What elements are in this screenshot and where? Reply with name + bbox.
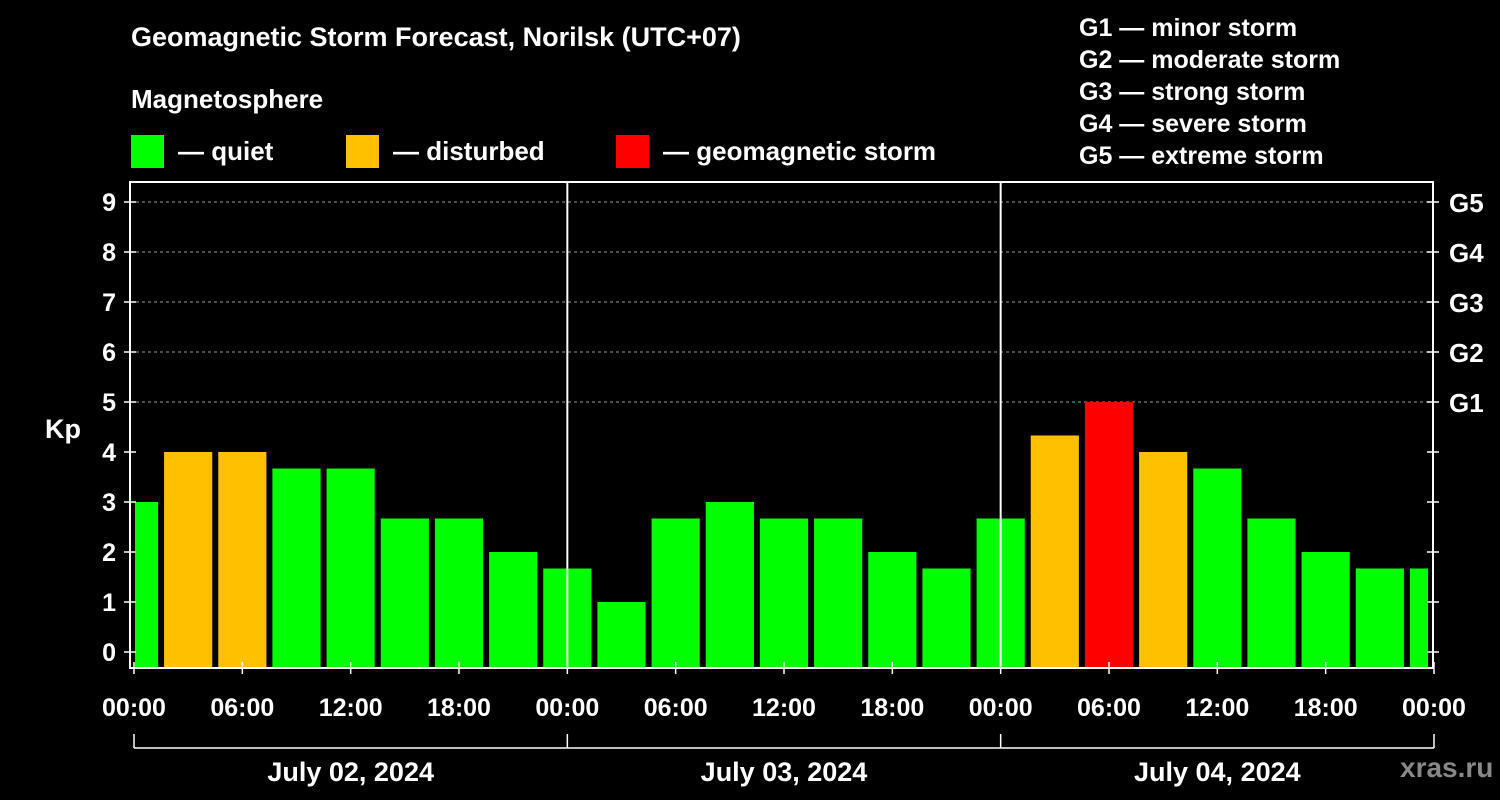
kp-bar <box>1247 518 1296 667</box>
x-tick-label: 00:00 <box>535 694 599 722</box>
storm-scale-g5: G5 — extreme storm <box>1079 142 1324 170</box>
kp-bar <box>135 502 159 667</box>
g-level-label: G1 <box>1449 388 1484 418</box>
storm-scale-g1: G1 — minor storm <box>1079 14 1298 42</box>
x-tick-label: 18:00 <box>860 694 924 722</box>
y-tick-label: 0 <box>102 639 116 667</box>
kp-bar <box>1139 452 1188 667</box>
storm-scale-g4: G4 — severe storm <box>1079 110 1307 138</box>
x-tick-label: 00:00 <box>1402 694 1466 722</box>
y-tick-label: 2 <box>102 539 116 567</box>
legend-label-disturbed: — disturbed <box>393 135 545 166</box>
kp-bar <box>1355 568 1404 667</box>
x-tick-label: 06:00 <box>1077 694 1141 722</box>
kp-bar <box>868 552 917 667</box>
g-level-label: G2 <box>1449 338 1484 368</box>
x-tick-label: 18:00 <box>427 694 491 722</box>
storm-scale-list: G1 — minor storm G2 — moderate storm G3 … <box>1079 12 1340 172</box>
legend-swatch-quiet <box>131 134 164 168</box>
g-level-label: G5 <box>1449 188 1484 218</box>
y-tick-label: 5 <box>102 389 116 417</box>
kp-bar <box>1084 402 1134 667</box>
y-tick-label: 9 <box>102 189 116 217</box>
x-tick-label: 06:00 <box>210 694 274 722</box>
kp-bar <box>489 552 538 667</box>
y-tick-label: 4 <box>102 439 116 467</box>
g-level-label: G3 <box>1449 288 1484 318</box>
x-tick-label: 00:00 <box>969 694 1033 722</box>
y-tick-label: 1 <box>102 589 116 617</box>
kp-bar <box>922 568 971 667</box>
legend-heading: Magnetosphere <box>131 84 324 114</box>
storm-scale-g2: G2 — moderate storm <box>1079 46 1341 74</box>
kp-bar <box>759 518 809 667</box>
kp-bar <box>218 452 267 667</box>
g-level-label: G4 <box>1449 238 1484 268</box>
chart-title: Geomagnetic Storm Forecast, Norilsk (UTC… <box>131 22 741 52</box>
kp-bar <box>272 468 321 667</box>
legend-item-quiet: — quiet <box>131 134 273 168</box>
date-label: July 02, 2024 <box>267 757 434 787</box>
plot-frame <box>129 181 1434 669</box>
y-tick-label: 7 <box>102 289 116 317</box>
kp-bar <box>380 518 429 667</box>
x-tick-label: 12:00 <box>1185 694 1249 722</box>
x-tick-label: 18:00 <box>1294 694 1358 722</box>
kp-bar <box>1301 552 1350 667</box>
storm-scale-g3: G3 — strong storm <box>1079 78 1306 106</box>
kp-bar <box>434 518 484 667</box>
legend-label-quiet: — quiet <box>178 135 274 166</box>
kp-bar <box>1030 435 1079 667</box>
date-label: July 04, 2024 <box>1134 757 1301 787</box>
legend-item-disturbed: — disturbed <box>346 134 545 168</box>
date-label: July 03, 2024 <box>701 757 868 787</box>
legend-swatch-storm <box>616 134 649 168</box>
y-axis-label: Kp <box>45 414 81 444</box>
legend-label-storm: — geomagnetic storm <box>663 135 937 166</box>
x-tick-label: 06:00 <box>644 694 708 722</box>
x-tick-label: 12:00 <box>319 694 383 722</box>
y-tick-label: 8 <box>102 239 116 267</box>
kp-bar <box>814 518 863 667</box>
kp-bar <box>705 502 754 667</box>
x-tick-label: 00:00 <box>102 694 166 722</box>
kp-bar <box>597 602 646 667</box>
kp-bar <box>1409 568 1428 667</box>
x-tick-label: 12:00 <box>752 694 816 722</box>
kp-bar <box>1193 468 1242 667</box>
legend-item-storm: — geomagnetic storm <box>616 134 936 168</box>
y-tick-label: 6 <box>102 339 116 367</box>
legend-swatch-disturbed <box>346 134 379 168</box>
watermark: xras.ru <box>1400 752 1494 783</box>
kp-bar <box>651 518 700 667</box>
kp-bar <box>164 452 213 667</box>
kp-bar <box>326 468 375 667</box>
y-tick-label: 3 <box>102 489 116 517</box>
